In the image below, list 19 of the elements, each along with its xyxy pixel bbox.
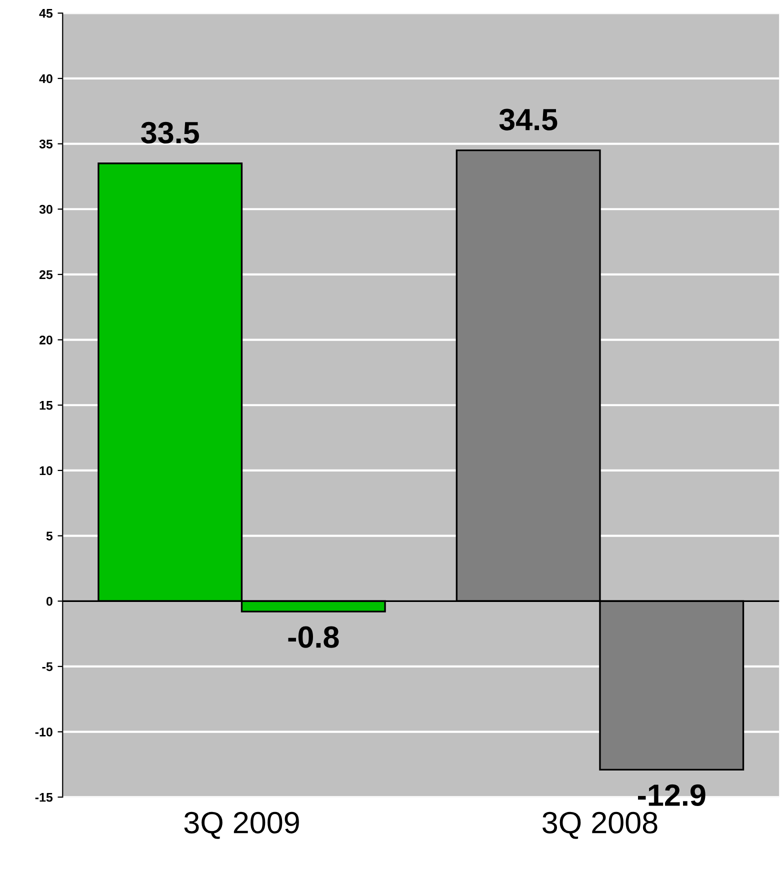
y-tick-label: -15 xyxy=(35,793,53,802)
y-tick-label: 20 xyxy=(39,336,52,344)
y-tick-label: 40 xyxy=(39,74,52,84)
y-tick-label: -10 xyxy=(35,728,52,736)
y-tick-label: 35 xyxy=(39,140,53,148)
y-tick-label: 0 xyxy=(46,596,52,606)
y-tick-label: 30 xyxy=(39,204,52,214)
y-tick-label: 45 xyxy=(39,9,53,18)
data-label: -0.8 xyxy=(288,626,339,648)
y-tick-label: 10 xyxy=(40,466,52,476)
y-tick-label: 25 xyxy=(39,270,53,280)
data-label: 34.5 xyxy=(499,108,558,130)
y-tick-label: 15 xyxy=(40,401,53,410)
y-tick-label: 5 xyxy=(46,532,53,540)
y-tick-label: -5 xyxy=(42,662,53,672)
x-tick-label: 3Q 2008 xyxy=(542,812,658,839)
data-label: 33.5 xyxy=(141,122,199,144)
data-label: -12.9 xyxy=(638,784,706,806)
x-tick-label: 3Q 2009 xyxy=(184,812,299,839)
